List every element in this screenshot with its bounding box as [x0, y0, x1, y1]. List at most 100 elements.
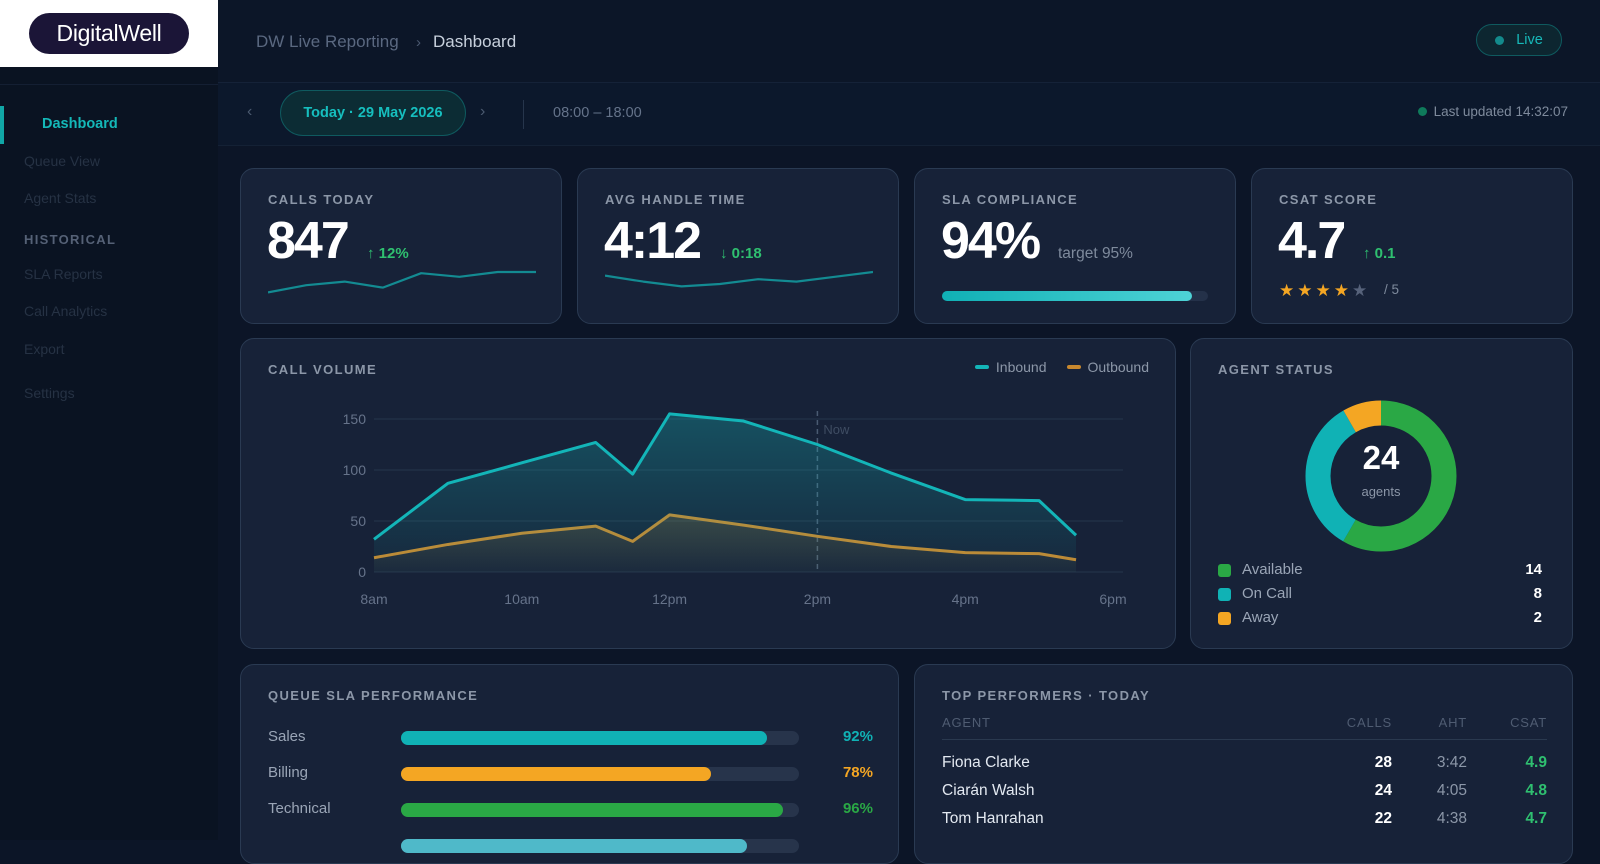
status-label: On Call: [1242, 585, 1293, 602]
prev-day-icon[interactable]: ‹: [247, 103, 253, 120]
y-tick-label: 150: [343, 411, 367, 427]
agent-calls: 24: [1374, 782, 1392, 799]
sidebar-divider: [0, 84, 218, 85]
kpi-calls-today[interactable]: CALLS TODAY 847 ↑ 12%: [240, 168, 562, 324]
x-tick-label: 6pm: [1099, 591, 1126, 607]
card-title: CSAT SCORE: [1279, 192, 1378, 207]
date-bar: ‹ Today · 29 May 2026 › 08:00 – 18:00 La…: [218, 83, 1600, 146]
agent-csat: 4.7: [1525, 810, 1547, 827]
kpi-csat-score[interactable]: CSAT SCORE 4.7 ↑ 0.1 ★★★★★ / 5: [1251, 168, 1573, 324]
queue-bar-fill: [401, 839, 748, 853]
queue-bar-fill: [401, 803, 784, 817]
kpi-avg-handle-time[interactable]: AVG HANDLE TIME 4:12 ↓ 0:18: [577, 168, 899, 324]
status-row-away: Away 2: [1218, 609, 1542, 629]
sidebar-item-dashboard[interactable]: Dashboard: [42, 116, 118, 132]
card-title: AVG HANDLE TIME: [605, 192, 746, 207]
live-badge[interactable]: Live: [1476, 24, 1562, 56]
x-tick-label: 4pm: [952, 591, 979, 607]
top-performers-card: TOP PERFORMERS · TODAY AGENT CALLS AHT C…: [914, 664, 1573, 864]
column-header-agent[interactable]: AGENT: [942, 715, 991, 730]
column-header-calls[interactable]: CALLS: [1346, 715, 1392, 730]
queue-bar-fill: [401, 767, 712, 781]
status-value: 8: [1533, 585, 1542, 602]
sla-progress-track: [942, 291, 1208, 301]
sidebar-item-export[interactable]: Export: [24, 341, 65, 357]
table-header-rule: [942, 739, 1547, 740]
status-row-on-call: On Call 8: [1218, 585, 1542, 605]
live-dot-icon: [1495, 35, 1505, 45]
donut-total-label: agents: [1361, 484, 1401, 499]
brand-logo[interactable]: DigitalWell: [29, 13, 189, 54]
queue-sla-card: QUEUE SLA PERFORMANCE Sales 92% Billing …: [240, 664, 899, 864]
queue-row-partial: [268, 836, 873, 856]
next-day-icon[interactable]: ›: [480, 103, 486, 120]
legend-swatch: [974, 365, 989, 369]
status-swatch: [1218, 612, 1231, 625]
sidebar-item-agent-stats[interactable]: Agent Stats: [24, 190, 97, 206]
chart-legend: Inbound Outbound: [974, 359, 1150, 375]
y-tick-label: 50: [350, 513, 366, 529]
x-tick-label: 8am: [360, 591, 387, 607]
queue-bar-track: [401, 767, 799, 781]
star-empty-icon: ★: [1352, 281, 1371, 300]
donut-slice-away: [1305, 400, 1457, 552]
kpi-delta: ↓ 0:18: [720, 245, 762, 262]
sidebar-item-settings[interactable]: Settings: [24, 385, 75, 401]
agent-name: Fiona Clarke: [942, 754, 1030, 771]
legend-label: Outbound: [1087, 359, 1150, 375]
top-header: DW Live Reporting › Dashboard Live: [218, 0, 1600, 83]
date-selector[interactable]: Today · 29 May 2026: [280, 90, 466, 136]
sparkline: [605, 270, 873, 288]
kpi-delta: ↑ 0.1: [1363, 245, 1396, 262]
column-header-aht[interactable]: AHT: [1438, 715, 1467, 730]
x-tick-label: 12pm: [652, 591, 687, 607]
queue-bar-track: [401, 731, 799, 745]
agent-calls: 22: [1374, 810, 1392, 827]
live-label: Live: [1516, 32, 1543, 48]
status-value: 14: [1525, 561, 1542, 578]
sidebar-item-call-analytics[interactable]: Call Analytics: [24, 303, 108, 319]
kpi-value: 4.7: [1278, 212, 1346, 270]
breadcrumb-current: Dashboard: [433, 32, 517, 51]
sidebar: DigitalWell Dashboard Queue View Agent S…: [0, 0, 218, 840]
agent-aht: 4:38: [1436, 810, 1467, 827]
kpi-value: 4:12: [604, 212, 702, 270]
status-label: Away: [1242, 609, 1279, 626]
last-updated: Last updated 14:32:07: [1417, 104, 1568, 119]
queue-row-sales[interactable]: Sales 92%: [268, 728, 873, 748]
table-row[interactable]: Tom Hanrahan 22 4:38 4.7: [942, 810, 1547, 832]
rating-scale: / 5: [1384, 282, 1400, 297]
queue-row-billing[interactable]: Billing 78%: [268, 764, 873, 784]
card-title: CALL VOLUME: [268, 362, 378, 377]
kpi-target: target 95%: [1058, 245, 1133, 262]
column-header-csat[interactable]: CSAT: [1510, 715, 1547, 730]
sidebar-group-heading: HISTORICAL: [24, 232, 117, 247]
sparkline: [268, 270, 536, 294]
legend-inbound[interactable]: Inbound: [974, 359, 1047, 375]
queue-row-technical[interactable]: Technical 96%: [268, 800, 873, 820]
sparkline-path: [605, 270, 873, 288]
agent-aht: 3:42: [1436, 754, 1467, 771]
table-row[interactable]: Fiona Clarke 28 3:42 4.9: [942, 754, 1547, 776]
kpi-value: 94%: [941, 212, 1041, 270]
breadcrumb-root[interactable]: DW Live Reporting: [256, 32, 399, 51]
card-title: QUEUE SLA PERFORMANCE: [268, 688, 479, 703]
agent-donut: 24 agents: [1304, 399, 1458, 553]
sidebar-item-queue-view[interactable]: Queue View: [24, 153, 101, 169]
x-tick-label: 2pm: [804, 591, 831, 607]
queue-label: Billing: [268, 764, 309, 781]
card-title: AGENT STATUS: [1218, 362, 1334, 377]
status-value: 2: [1533, 609, 1542, 626]
agent-csat: 4.8: [1525, 782, 1547, 799]
status-swatch: [1218, 588, 1231, 601]
sidebar-item-sla-reports[interactable]: SLA Reports: [24, 266, 103, 282]
legend-label: Inbound: [995, 359, 1047, 375]
queue-pct: 92%: [842, 728, 873, 745]
status-swatch: [1218, 564, 1231, 577]
legend-outbound[interactable]: Outbound: [1066, 359, 1150, 375]
kpi-sla-compliance[interactable]: SLA COMPLIANCE 94% target 95%: [914, 168, 1236, 324]
table-row[interactable]: Ciarán Walsh 24 4:05 4.8: [942, 782, 1547, 804]
date-bar-divider: [523, 100, 524, 129]
status-dot-icon: [1417, 107, 1427, 116]
x-tick-label: 10am: [504, 591, 539, 607]
